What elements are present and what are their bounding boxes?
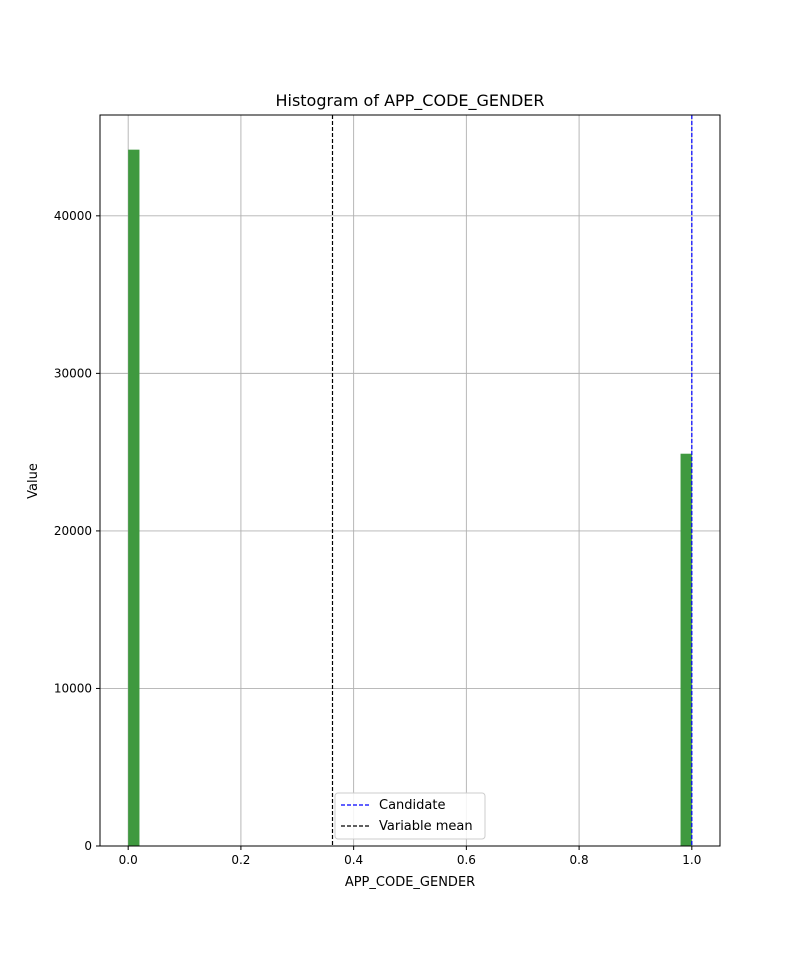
y-axis-label: Value [26,463,41,499]
bars [128,149,692,846]
grid-lines [100,115,720,847]
y-tick-label: 20000 [54,524,92,538]
legend: Candidate Variable mean [334,792,486,840]
reference-lines [331,115,693,846]
plot-frame [99,114,721,847]
y-tick-label: 30000 [54,366,92,380]
y-tick-label: 10000 [54,681,92,695]
chart-title: Histogram of APP_CODE_GENDER [275,91,544,111]
x-tick-label: 0.0 [119,853,138,867]
y-axis-ticks: 0 10000 20000 30000 40000 [54,209,100,853]
histogram-bar [128,149,140,846]
x-tick-label: 0.8 [570,853,589,867]
x-axis-ticks: 0.0 0.2 0.4 0.6 0.8 1.0 [119,846,701,867]
x-tick-label: 0.6 [457,853,476,867]
legend-label: Variable mean [379,819,473,834]
legend-box [334,792,486,840]
x-tick-label: 1.0 [682,853,701,867]
histogram-bar [680,453,692,846]
x-tick-label: 0.4 [344,853,363,867]
y-tick-label: 0 [84,839,92,853]
x-axis-label: APP_CODE_GENDER [345,875,475,890]
y-tick-label: 40000 [54,209,92,223]
x-tick-label: 0.2 [231,853,250,867]
legend-label: Candidate [379,798,445,813]
